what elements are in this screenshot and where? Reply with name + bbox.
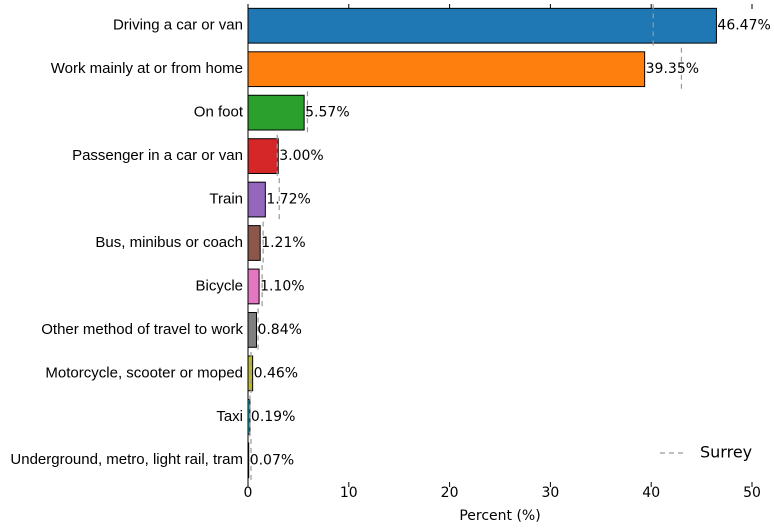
category-label: Driving a car or van <box>113 17 243 34</box>
x-tick-label: 50 <box>743 485 761 501</box>
category-label: Other method of travel to work <box>41 321 243 338</box>
value-label: 1.21% <box>261 235 305 251</box>
value-label: 0.46% <box>254 365 298 381</box>
category-label: Bicycle <box>195 277 243 294</box>
category-label: On foot <box>194 104 244 121</box>
legend-label: Surrey <box>700 443 752 462</box>
bar <box>247 225 261 261</box>
value-label: 3.00% <box>279 148 323 164</box>
category-label: Train <box>209 191 243 208</box>
value-label: 1.72% <box>266 192 310 208</box>
bar <box>247 94 305 131</box>
bar <box>247 7 717 44</box>
bar <box>247 355 254 392</box>
x-tick-label: 10 <box>340 485 358 501</box>
x-axis-label: Percent (%) <box>459 508 540 524</box>
value-label: 5.57% <box>305 105 349 121</box>
bar <box>247 268 260 305</box>
category-label: Passenger in a car or van <box>72 147 243 164</box>
value-label: 46.47% <box>717 18 770 34</box>
x-tick-label: 30 <box>541 485 559 501</box>
category-label: Motorcycle, scooter or moped <box>45 364 243 381</box>
x-tick-label: 40 <box>642 485 660 501</box>
x-tick-label: 20 <box>441 485 459 501</box>
value-label: 39.35% <box>646 61 699 77</box>
bar <box>247 138 279 174</box>
category-label: Work mainly at or from home <box>51 60 243 77</box>
value-label: 0.84% <box>257 322 301 338</box>
bar <box>247 312 257 348</box>
category-label: Underground, metro, light rail, tram <box>10 451 243 468</box>
value-label: 1.10% <box>260 278 304 294</box>
value-label: 0.07% <box>250 452 294 468</box>
bar <box>247 51 646 88</box>
value-label: 0.19% <box>251 409 295 425</box>
x-tick-label: 0 <box>244 485 253 501</box>
category-label: Bus, minibus or coach <box>95 234 243 251</box>
bar <box>247 181 266 218</box>
category-label: Taxi <box>216 408 243 425</box>
